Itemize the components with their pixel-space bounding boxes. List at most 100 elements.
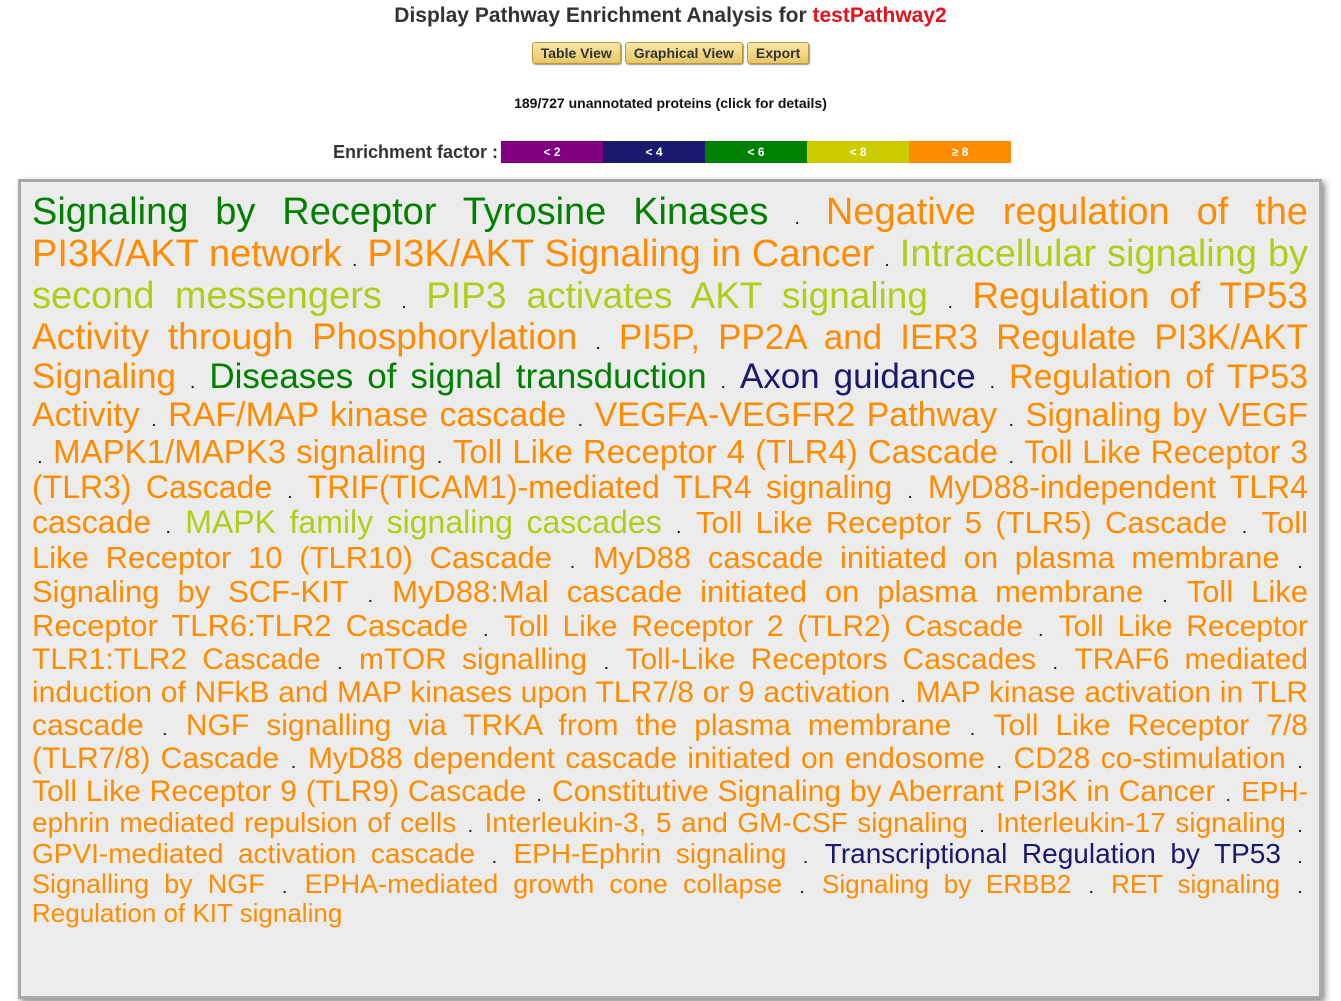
term-separator: .	[437, 449, 442, 466]
pathway-term[interactable]: Negative regulation of the PI3K/AKT netw…	[32, 191, 1308, 275]
pathway-term[interactable]: Constitutive Signaling by Aberrant PI3K …	[552, 774, 1216, 808]
term-separator: .	[803, 849, 808, 866]
term-separator: .	[162, 721, 167, 738]
view-toolbar: Table View Graphical View Export	[0, 42, 1341, 64]
term-separator: .	[38, 449, 42, 466]
term-separator: .	[368, 588, 373, 605]
page-title: Display Pathway Enrichment Analysis for …	[0, 4, 1341, 28]
term-separator: .	[1298, 754, 1302, 771]
term-separator: .	[282, 879, 287, 896]
pathway-term[interactable]: Axon guidance	[739, 357, 976, 397]
pathway-word-cloud: Signaling by Receptor Tyrosine Kinases .…	[18, 179, 1322, 999]
pathway-term[interactable]: MyD88:Mal cascade initiated on plasma me…	[392, 573, 1144, 609]
pathway-term[interactable]: GPVI-mediated activation cascade	[32, 837, 476, 869]
pathway-term[interactable]: Signaling by Receptor Tyrosine Kinases	[32, 191, 769, 233]
pathway-term[interactable]: MAPK family signaling cascades	[185, 504, 662, 541]
pathway-term[interactable]: EPHA-mediated growth cone collapse	[304, 868, 783, 899]
pathway-term[interactable]: TRIF(TICAM1)-mediated TLR4 signaling	[307, 469, 893, 506]
pathway-term[interactable]: Transcriptional Regulation by TP53	[824, 837, 1281, 869]
term-separator: .	[337, 655, 342, 672]
legend-swatch: < 4	[603, 141, 706, 163]
pathway-term[interactable]: EPH-Ephrin signaling	[513, 837, 787, 869]
term-separator: .	[1226, 787, 1231, 804]
pathway-term[interactable]: Toll Like Receptor TLR6:TLR2 Cascade	[32, 573, 1308, 643]
term-separator: .	[1298, 554, 1303, 571]
term-separator: .	[1298, 818, 1302, 835]
pathway-term[interactable]: Toll Like Receptor 9 (TLR9) Cascade	[32, 774, 527, 808]
pathway-term[interactable]: CD28 co-stimulation	[1013, 741, 1286, 775]
enrichment-legend: Enrichment factor : < 2 < 4 < 6 < 8 ≥ 8	[333, 141, 1012, 163]
term-separator: .	[1053, 655, 1058, 672]
pathway-term[interactable]: MAPK1/MAPK3 signaling	[53, 432, 427, 470]
pathway-term[interactable]: RET signaling	[1111, 868, 1281, 899]
term-separator: .	[537, 787, 542, 804]
term-separator: .	[492, 849, 497, 866]
export-button[interactable]: Export	[746, 42, 810, 64]
term-separator: .	[901, 688, 905, 705]
pathway-term[interactable]: Toll Like Receptor 10 (TLR10) Cascade	[32, 505, 1309, 575]
pathway-term[interactable]: NGF signalling via TRKA from the plasma …	[185, 708, 952, 742]
pathway-name: testPathway2	[812, 4, 947, 27]
pathway-term[interactable]: VEGFA-VEGFR2 Pathway	[594, 395, 998, 434]
legend-swatch: < 8	[807, 141, 910, 163]
term-separator: .	[1089, 879, 1094, 896]
term-separator: .	[151, 412, 156, 429]
pathway-term[interactable]: Toll Like Receptor TLR1:TLR2 Cascade	[32, 609, 1309, 676]
pathway-term[interactable]: Toll Like Receptor 5 (TLR5) Cascade	[695, 505, 1228, 541]
legend-swatch: ≥ 8	[909, 141, 1012, 163]
term-separator: .	[970, 721, 975, 738]
pathway-term[interactable]: Regulation of KIT signaling	[32, 898, 343, 929]
pathway-term[interactable]: Diseases of signal transduction	[209, 357, 707, 397]
pathway-term[interactable]: EPH-ephrin mediated repulsion of cells	[32, 775, 1308, 838]
term-separator: .	[980, 818, 984, 835]
term-separator: .	[676, 520, 681, 537]
term-separator: .	[997, 754, 1002, 771]
term-separator: .	[1009, 449, 1014, 466]
graphical-view-button[interactable]: Graphical View	[624, 42, 743, 64]
term-separator: .	[795, 211, 800, 227]
pathway-term[interactable]: Toll Like Receptor 7/8 (TLR7/8) Cascade	[32, 708, 1308, 775]
unannotated-proteins-link[interactable]: 189/727 unannotated proteins (click for …	[514, 95, 827, 111]
term-separator: .	[1242, 520, 1247, 537]
pathway-term[interactable]: mTOR signalling	[359, 642, 588, 676]
term-separator: .	[800, 879, 804, 896]
pathway-term[interactable]: PI3K/AKT Signaling in Cancer	[367, 232, 875, 275]
table-view-button[interactable]: Table View	[531, 42, 621, 64]
term-separator: .	[578, 412, 583, 429]
pathway-term[interactable]: MAP kinase activation in TLR cascade	[32, 675, 1308, 742]
term-separator: .	[908, 485, 913, 502]
term-separator: .	[291, 754, 296, 771]
legend-label: Enrichment factor :	[333, 141, 499, 162]
pathway-term[interactable]: Signalling by NGF	[32, 868, 265, 899]
legend-swatch: < 2	[501, 141, 604, 163]
pathway-term[interactable]: MyD88 dependent cascade initiated on end…	[307, 741, 985, 775]
pathway-term[interactable]: PI5P, PP2A and IER3 Regulate PI3K/AKT Si…	[32, 318, 1309, 397]
pathway-term[interactable]: Signaling by ERBB2	[821, 868, 1072, 899]
pathway-term[interactable]: RAF/MAP kinase cascade	[168, 395, 567, 434]
term-separator: .	[352, 252, 357, 269]
pathway-term[interactable]: MyD88-independent TLR4 cascade	[32, 469, 1309, 541]
term-separator: .	[1009, 412, 1014, 429]
pathway-term[interactable]: Toll-Like Receptors Cascades	[625, 642, 1036, 676]
term-separator: .	[1163, 588, 1167, 605]
pathway-term[interactable]: Interleukin-17 signaling	[996, 806, 1286, 838]
pathway-term[interactable]: Regulation of TP53 Activity	[32, 358, 1309, 434]
pathway-term[interactable]: Toll Like Receptor 4 (TLR4) Cascade	[452, 432, 999, 470]
term-separator: .	[570, 554, 575, 571]
pathway-term[interactable]: Interleukin-3, 5 and GM-CSF signaling	[484, 806, 968, 838]
pathway-term[interactable]: Signaling by SCF-KIT	[32, 573, 349, 609]
term-separator: .	[190, 375, 195, 392]
pathway-term[interactable]: MyD88 cascade initiated on plasma membra…	[592, 539, 1280, 575]
pathway-term[interactable]: TRAF6 mediated induction of NFkB and MAP…	[32, 642, 1308, 709]
term-separator: .	[604, 655, 609, 672]
pathway-term[interactable]: Regulation of TP53 Activity through Phos…	[32, 274, 1308, 358]
pathway-term[interactable]: PIP3 activates AKT signaling	[426, 274, 928, 316]
term-separator: .	[166, 520, 171, 537]
pathway-term[interactable]: Toll Like Receptor 2 (TLR2) Cascade	[503, 609, 1023, 643]
term-separator: .	[885, 252, 890, 269]
pathway-term[interactable]: Intracellular signaling by second messen…	[32, 232, 1308, 317]
title-prefix: Display Pathway Enrichment Analysis for	[394, 4, 813, 27]
pathway-term[interactable]: Toll Like Receptor 3 (TLR3) Cascade	[32, 433, 1308, 506]
term-separator: .	[1298, 879, 1303, 896]
pathway-term[interactable]: Signaling by VEGF	[1025, 395, 1308, 433]
